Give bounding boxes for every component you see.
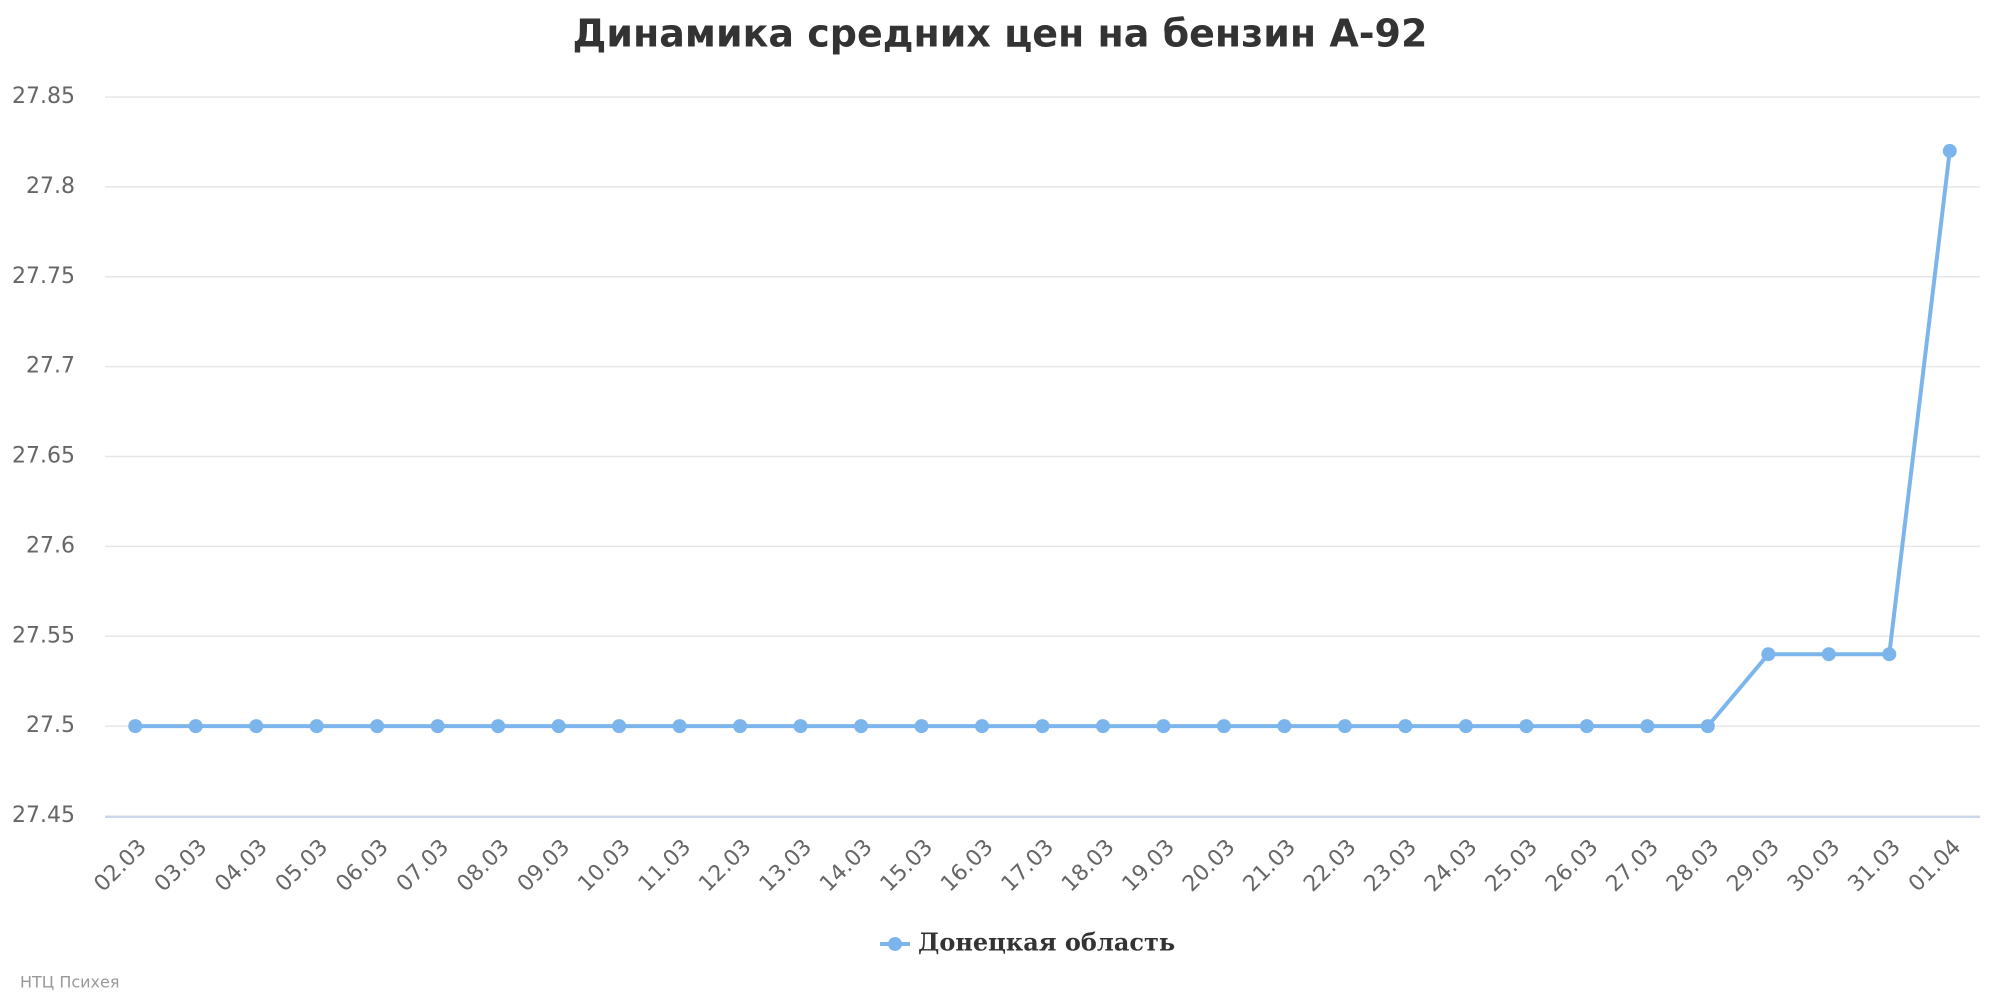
x-tick-label: 15.03 xyxy=(876,835,938,897)
data-point xyxy=(1700,719,1715,734)
x-tick-label: 30.03 xyxy=(1783,835,1845,897)
x-tick-label: 09.03 xyxy=(513,835,575,897)
y-tick-label: 27.85 xyxy=(12,84,75,109)
x-tick-label: 25.03 xyxy=(1481,835,1543,897)
data-point xyxy=(1519,719,1534,734)
x-tick-label: 12.03 xyxy=(694,835,756,897)
x-tick-label: 21.03 xyxy=(1239,835,1301,897)
x-tick-label: 04.03 xyxy=(210,835,272,897)
x-tick-label: 05.03 xyxy=(271,835,333,897)
data-point xyxy=(1942,143,1957,158)
data-point xyxy=(1761,647,1776,662)
data-point xyxy=(1216,719,1231,734)
data-point xyxy=(188,719,203,734)
credit: НТЦ Психея xyxy=(20,973,119,992)
x-tick-label: 24.03 xyxy=(1420,835,1482,897)
y-tick-label: 27.75 xyxy=(12,264,75,289)
x-tick-label: 23.03 xyxy=(1360,835,1422,897)
data-point xyxy=(914,719,929,734)
data-point xyxy=(1882,647,1897,662)
data-point xyxy=(491,719,506,734)
x-tick-label: 17.03 xyxy=(997,835,1059,897)
x-tick-label: 27.03 xyxy=(1602,835,1664,897)
x-tick-label: 18.03 xyxy=(1057,835,1119,897)
data-point xyxy=(612,719,627,734)
y-tick-label: 27.65 xyxy=(12,444,75,469)
data-point xyxy=(1458,719,1473,734)
y-tick-label: 27.8 xyxy=(26,174,75,199)
y-tick-label: 27.55 xyxy=(12,623,75,648)
y-tick-label: 27.6 xyxy=(26,533,75,558)
x-tick-label: 31.03 xyxy=(1844,835,1906,897)
data-point xyxy=(1156,719,1171,734)
x-tick-label: 22.03 xyxy=(1299,835,1361,897)
y-tick-label: 27.7 xyxy=(26,354,75,379)
x-tick-label: 19.03 xyxy=(1118,835,1180,897)
data-point xyxy=(128,719,143,734)
data-point xyxy=(1579,719,1594,734)
data-point xyxy=(854,719,869,734)
x-tick-label: 20.03 xyxy=(1178,835,1240,897)
x-tick-label: 03.03 xyxy=(150,835,212,897)
y-tick-label: 27.5 xyxy=(26,713,75,738)
y-tick-label: 27.45 xyxy=(12,803,75,828)
x-tick-label: 08.03 xyxy=(452,835,514,897)
data-point xyxy=(975,719,990,734)
data-point xyxy=(733,719,748,734)
x-tick-label: 07.03 xyxy=(392,835,454,897)
data-point xyxy=(1821,647,1836,662)
x-tick-label: 28.03 xyxy=(1662,835,1724,897)
x-tick-label: 13.03 xyxy=(755,835,817,897)
data-point xyxy=(551,719,566,734)
x-tick-label: 11.03 xyxy=(634,835,696,897)
data-point xyxy=(1095,719,1110,734)
x-tick-label: 06.03 xyxy=(331,835,393,897)
x-tick-label: 14.03 xyxy=(815,835,877,897)
x-tick-label: 26.03 xyxy=(1541,835,1603,897)
x-tick-label: 29.03 xyxy=(1723,835,1785,897)
x-tick-label: 02.03 xyxy=(90,835,152,897)
x-tick-label: 01.04 xyxy=(1904,835,1966,897)
data-point xyxy=(672,719,687,734)
data-point xyxy=(1035,719,1050,734)
data-point xyxy=(1640,719,1655,734)
data-point xyxy=(370,719,385,734)
data-point xyxy=(1398,719,1413,734)
legend-label: Донецкая область xyxy=(918,928,1175,957)
data-point xyxy=(1337,719,1352,734)
data-point xyxy=(1277,719,1292,734)
series-line xyxy=(135,150,1952,729)
data-point xyxy=(249,719,264,734)
legend-marker xyxy=(888,937,902,951)
data-point xyxy=(309,719,324,734)
x-tick-label: 16.03 xyxy=(936,835,998,897)
data-point xyxy=(793,719,808,734)
chart-title: Динамика средних цен на бензин А-92 xyxy=(573,12,1428,56)
data-point xyxy=(430,719,445,734)
x-tick-label: 10.03 xyxy=(573,835,635,897)
